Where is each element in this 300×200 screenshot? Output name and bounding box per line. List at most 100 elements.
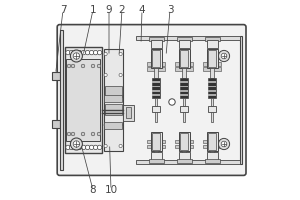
Bar bbox=[176, 37, 191, 41]
Text: 4: 4 bbox=[139, 5, 145, 15]
Circle shape bbox=[74, 50, 78, 55]
Bar bbox=[60, 30, 63, 170]
Bar bbox=[178, 49, 190, 68]
Text: 2: 2 bbox=[119, 5, 125, 15]
Bar bbox=[176, 159, 191, 163]
Text: 10: 10 bbox=[104, 185, 118, 195]
Bar bbox=[206, 152, 218, 160]
Circle shape bbox=[66, 50, 70, 55]
Bar bbox=[175, 145, 193, 148]
Bar bbox=[211, 112, 213, 122]
Bar bbox=[52, 72, 60, 80]
Bar bbox=[152, 94, 160, 96]
Circle shape bbox=[93, 50, 98, 55]
Bar bbox=[154, 112, 158, 122]
Bar bbox=[105, 104, 122, 115]
Bar bbox=[136, 36, 240, 40]
Bar bbox=[136, 160, 240, 164]
Text: 9: 9 bbox=[106, 5, 112, 15]
Circle shape bbox=[119, 123, 122, 127]
Bar bbox=[148, 159, 164, 163]
Circle shape bbox=[81, 50, 86, 55]
Circle shape bbox=[85, 50, 90, 55]
Circle shape bbox=[119, 144, 122, 148]
Circle shape bbox=[77, 145, 82, 150]
Bar bbox=[148, 37, 164, 41]
Circle shape bbox=[104, 52, 107, 56]
Bar bbox=[208, 86, 216, 87]
Circle shape bbox=[91, 64, 95, 68]
Circle shape bbox=[98, 50, 102, 55]
Circle shape bbox=[104, 123, 107, 127]
Bar bbox=[147, 62, 165, 66]
Text: 7: 7 bbox=[60, 5, 66, 15]
Circle shape bbox=[69, 145, 74, 150]
Bar bbox=[208, 133, 216, 150]
Bar bbox=[152, 86, 160, 87]
Bar bbox=[154, 151, 158, 160]
Bar bbox=[151, 132, 161, 151]
Bar bbox=[183, 98, 185, 106]
Bar bbox=[180, 94, 188, 96]
Bar bbox=[152, 78, 160, 98]
Bar bbox=[154, 98, 158, 106]
Circle shape bbox=[74, 145, 78, 150]
Circle shape bbox=[119, 73, 122, 77]
Bar bbox=[205, 37, 220, 41]
Circle shape bbox=[89, 50, 94, 55]
Bar bbox=[66, 59, 100, 141]
Circle shape bbox=[81, 64, 85, 68]
Bar bbox=[151, 152, 161, 160]
Circle shape bbox=[221, 53, 227, 59]
Bar bbox=[123, 105, 134, 121]
Bar bbox=[104, 95, 122, 102]
Bar bbox=[147, 67, 165, 71]
Bar bbox=[152, 50, 160, 67]
Circle shape bbox=[73, 53, 80, 59]
Bar bbox=[105, 86, 122, 97]
Bar bbox=[205, 159, 220, 163]
Bar bbox=[206, 132, 218, 151]
Circle shape bbox=[71, 64, 75, 68]
Circle shape bbox=[67, 64, 71, 68]
Bar bbox=[175, 62, 193, 66]
Bar bbox=[203, 67, 221, 71]
Bar bbox=[180, 106, 188, 112]
Circle shape bbox=[104, 144, 107, 148]
Circle shape bbox=[119, 52, 122, 56]
Bar bbox=[147, 140, 165, 143]
Circle shape bbox=[98, 145, 102, 150]
Bar bbox=[203, 145, 221, 148]
Bar bbox=[210, 68, 214, 78]
Circle shape bbox=[85, 145, 90, 150]
Bar bbox=[147, 145, 165, 148]
Bar bbox=[103, 49, 123, 151]
Circle shape bbox=[91, 132, 95, 136]
Circle shape bbox=[77, 50, 82, 55]
Bar bbox=[178, 40, 190, 48]
Circle shape bbox=[70, 138, 83, 150]
Circle shape bbox=[71, 132, 75, 136]
Bar bbox=[182, 151, 186, 160]
Circle shape bbox=[89, 145, 94, 150]
Circle shape bbox=[70, 50, 83, 62]
Bar bbox=[180, 50, 188, 67]
Circle shape bbox=[218, 138, 230, 150]
Circle shape bbox=[104, 73, 107, 77]
Bar bbox=[180, 86, 188, 87]
FancyBboxPatch shape bbox=[57, 25, 246, 175]
Circle shape bbox=[93, 145, 98, 150]
Bar bbox=[154, 68, 158, 78]
Circle shape bbox=[73, 141, 80, 147]
Circle shape bbox=[69, 50, 74, 55]
Bar bbox=[206, 40, 218, 48]
Bar bbox=[126, 107, 131, 118]
Text: 8: 8 bbox=[90, 185, 96, 195]
Bar bbox=[152, 133, 160, 150]
Bar bbox=[65, 47, 102, 153]
Bar bbox=[183, 112, 185, 122]
Bar bbox=[178, 152, 190, 160]
Bar bbox=[208, 94, 216, 96]
Bar bbox=[180, 78, 188, 98]
Bar bbox=[208, 78, 216, 98]
